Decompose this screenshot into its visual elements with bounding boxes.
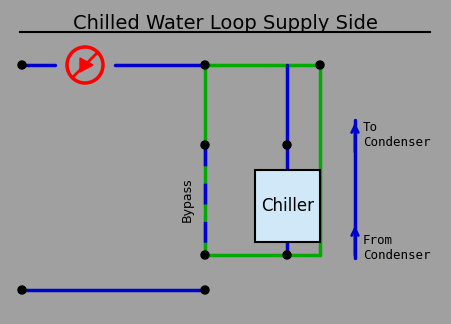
Text: Chilled Water Loop Supply Side: Chilled Water Loop Supply Side [73, 14, 377, 33]
Circle shape [283, 141, 291, 149]
Circle shape [18, 61, 26, 69]
Circle shape [201, 61, 209, 69]
Text: Bypass: Bypass [180, 178, 193, 222]
Text: Chiller: Chiller [261, 197, 314, 215]
Circle shape [201, 286, 209, 294]
Circle shape [18, 286, 26, 294]
Circle shape [316, 61, 324, 69]
Bar [255, 170, 320, 242]
Text: From
Condenser: From Condenser [363, 234, 431, 262]
Circle shape [201, 141, 209, 149]
Polygon shape [80, 58, 93, 72]
Circle shape [283, 251, 291, 259]
Circle shape [201, 251, 209, 259]
Text: To
Condenser: To Condenser [363, 121, 431, 149]
